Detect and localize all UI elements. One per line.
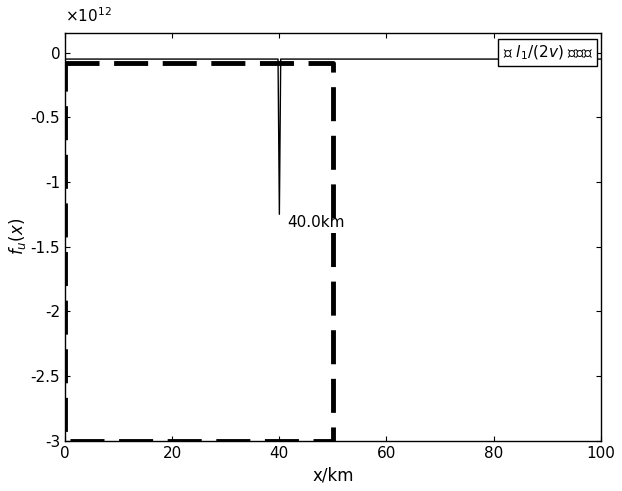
Text: $\times 10^{12}$: $\times 10^{12}$ — [65, 6, 112, 25]
Text: 40.0km: 40.0km — [287, 215, 345, 230]
X-axis label: x/km: x/km — [312, 466, 354, 484]
Y-axis label: $f_u(x)$: $f_u(x)$ — [7, 218, 28, 255]
Text: 前 $l_1/(2v)$ 时窗长: 前 $l_1/(2v)$ 时窗长 — [503, 43, 593, 62]
